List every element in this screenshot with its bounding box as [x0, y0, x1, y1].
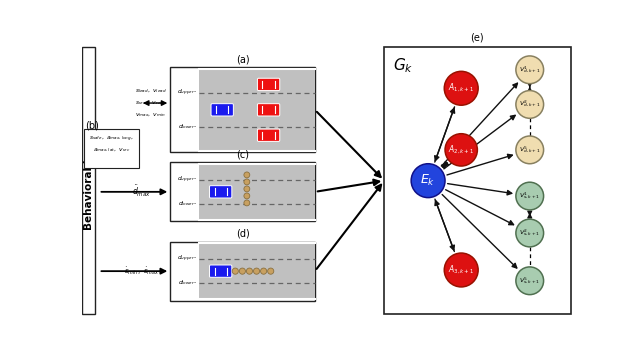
Circle shape	[239, 268, 246, 274]
Bar	[170, 67, 315, 152]
Circle shape	[444, 71, 478, 105]
Text: (c): (c)	[236, 149, 249, 159]
Text: $\dot{s}_{min},\ \dot{s}_{max}$: $\dot{s}_{min},\ \dot{s}_{max}$	[124, 265, 159, 277]
Text: $s_{safe},\ a_{max,long},$: $s_{safe},\ a_{max,long},$	[90, 135, 134, 145]
FancyBboxPatch shape	[257, 104, 280, 116]
FancyBboxPatch shape	[211, 104, 234, 116]
Bar	[199, 68, 315, 151]
Circle shape	[445, 134, 477, 166]
Bar	[199, 163, 315, 221]
Text: $a_{max,lat},\ v_{rec}$: $a_{max,lat},\ v_{rec}$	[93, 147, 131, 154]
Text: $A_{1,k+1}$: $A_{1,k+1}$	[448, 82, 474, 94]
Circle shape	[268, 268, 274, 274]
Text: $V^5_{s,k+1}$: $V^5_{s,k+1}$	[519, 276, 540, 286]
FancyBboxPatch shape	[257, 129, 280, 141]
Circle shape	[516, 182, 543, 210]
Circle shape	[516, 91, 543, 118]
Text: $d_{lower}$-: $d_{lower}$-	[179, 122, 198, 131]
Circle shape	[244, 179, 250, 185]
Text: (b): (b)	[86, 120, 99, 130]
Circle shape	[411, 164, 445, 198]
Text: (e): (e)	[470, 33, 484, 43]
Bar	[199, 242, 315, 300]
Circle shape	[232, 268, 238, 274]
Circle shape	[253, 268, 260, 274]
Circle shape	[516, 56, 543, 84]
Bar	[84, 129, 140, 167]
Text: $V^1_{s,k+1}$: $V^1_{s,k+1}$	[519, 191, 540, 201]
Circle shape	[516, 267, 543, 295]
Text: (a): (a)	[236, 54, 250, 64]
Circle shape	[444, 253, 478, 287]
Circle shape	[244, 193, 250, 199]
Text: $d_{lower}$-: $d_{lower}$-	[179, 278, 198, 287]
Circle shape	[516, 219, 543, 247]
Bar	[384, 47, 570, 314]
Text: $s_{rear},\ v_{rear}$: $s_{rear},\ v_{rear}$	[135, 99, 166, 107]
Text: $A_{2,k+1}$: $A_{2,k+1}$	[448, 144, 474, 156]
Circle shape	[244, 200, 250, 206]
Text: $d_{upper}$-: $d_{upper}$-	[177, 88, 198, 98]
Circle shape	[260, 268, 267, 274]
FancyBboxPatch shape	[209, 186, 232, 198]
Text: $G_k$: $G_k$	[394, 56, 414, 75]
Bar	[82, 47, 95, 314]
Text: $V^2_{d,k+1}$: $V^2_{d,k+1}$	[519, 99, 541, 110]
Text: Behavioral Layer: Behavioral Layer	[84, 131, 93, 230]
FancyBboxPatch shape	[209, 265, 232, 277]
Text: $A_{3,k+1}$: $A_{3,k+1}$	[448, 264, 474, 276]
Text: $d_{lower}$-: $d_{lower}$-	[179, 199, 198, 208]
Text: $v_{max},\ v_{min}$: $v_{max},\ v_{min}$	[136, 111, 166, 119]
Circle shape	[246, 268, 253, 274]
Text: $V^2_{s,k+1}$: $V^2_{s,k+1}$	[519, 228, 540, 238]
Circle shape	[516, 136, 543, 164]
Text: (d): (d)	[236, 228, 250, 238]
Text: $s_{lead},\ v_{lead}$: $s_{lead},\ v_{lead}$	[135, 87, 167, 95]
Text: $V^1_{d,k+1}$: $V^1_{d,k+1}$	[519, 65, 541, 75]
Circle shape	[244, 186, 250, 192]
Circle shape	[244, 172, 250, 178]
FancyBboxPatch shape	[257, 78, 280, 91]
Text: $d_{upper}$-: $d_{upper}$-	[177, 254, 198, 265]
Text: $E_k$: $E_k$	[420, 173, 436, 188]
Bar	[170, 241, 315, 301]
Text: $V^5_{d,k+1}$: $V^5_{d,k+1}$	[519, 145, 541, 155]
Text: $\ddot{d}_{max}$: $\ddot{d}_{max}$	[132, 184, 151, 200]
Text: $d_{upper}$-: $d_{upper}$-	[177, 175, 198, 185]
Bar	[170, 162, 315, 221]
